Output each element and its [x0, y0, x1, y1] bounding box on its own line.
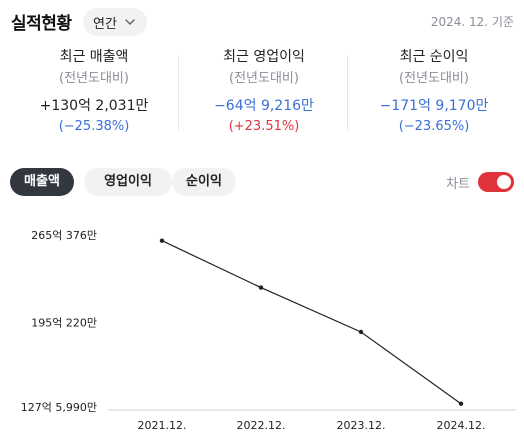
metric-value: −171억 9,170만: [379, 98, 489, 114]
series-line: [161, 240, 462, 405]
metric-name: 최근 영업이익: [223, 49, 305, 65]
metric-value: −64억 9,216만: [214, 98, 314, 114]
metric-value: +130억 2,031만: [39, 98, 149, 114]
metrics-summary: 최근 매출액 (전년도대비) +130억 2,031만 (−25.38%) 최근…: [0, 47, 524, 142]
period-dropdown[interactable]: 연간: [83, 8, 147, 36]
tab-net-income[interactable]: 순이익: [172, 168, 236, 196]
metric-change: (+23.51%): [228, 119, 300, 134]
x-tick-label: 2022.12.: [237, 419, 286, 432]
y-tick-label: 195억 220만: [31, 317, 97, 330]
chart-toggle-group: 차트: [446, 171, 514, 193]
divider: [178, 55, 179, 130]
chart-toggle[interactable]: [478, 172, 514, 192]
metric-subtitle: (전년도대비): [399, 71, 469, 86]
metric-revenue: 최근 매출액 (전년도대비) +130억 2,031만 (−25.38%): [9, 47, 179, 136]
x-tick-label: 2024.12.: [437, 419, 486, 432]
metric-operating-income: 최근 영업이익 (전년도대비) −64억 9,216만 (+23.51%): [179, 47, 349, 136]
y-tick-label: 127억 5,990만: [21, 401, 97, 414]
page-title: 실적현황: [11, 14, 72, 34]
tab-operating-income[interactable]: 영업이익: [84, 168, 172, 196]
x-tick-label: 2021.12.: [138, 419, 187, 432]
metric-name: 최근 매출액: [59, 49, 129, 65]
chevron-down-icon: [125, 19, 135, 25]
metric-name: 최근 순이익: [399, 49, 469, 65]
data-point[interactable]: [258, 285, 264, 290]
chart-toggle-label: 차트: [446, 176, 470, 192]
x-tick-labels: 2021.12. 2022.12. 2023.12. 2024.12.: [138, 419, 486, 432]
data-point[interactable]: [159, 238, 165, 243]
divider: [347, 55, 348, 130]
metric-change: (−23.65%): [398, 119, 470, 134]
date-reference: 2024. 12. 기준: [430, 15, 514, 29]
x-tick-label: 2023.12.: [337, 419, 386, 432]
header: 실적현황 연간 2024. 12. 기준: [0, 0, 524, 44]
metric-change: (−25.38%): [58, 119, 130, 134]
data-points: [159, 238, 464, 406]
y-tick-label: 265억 376만: [31, 229, 97, 242]
tab-revenue[interactable]: 매출액: [10, 168, 74, 196]
metric-subtitle: (전년도대비): [59, 71, 129, 86]
metric-subtitle: (전년도대비): [229, 71, 299, 86]
data-point[interactable]: [358, 329, 364, 335]
y-tick-labels: 265억 376만 195억 220만 127억 5,990만: [21, 229, 97, 414]
metric-net-income: 최근 순이익 (전년도대비) −171억 9,170만 (−23.65%): [349, 47, 519, 136]
period-label: 연간: [93, 16, 117, 32]
toggle-knob: [497, 175, 511, 189]
data-point[interactable]: [458, 401, 464, 406]
